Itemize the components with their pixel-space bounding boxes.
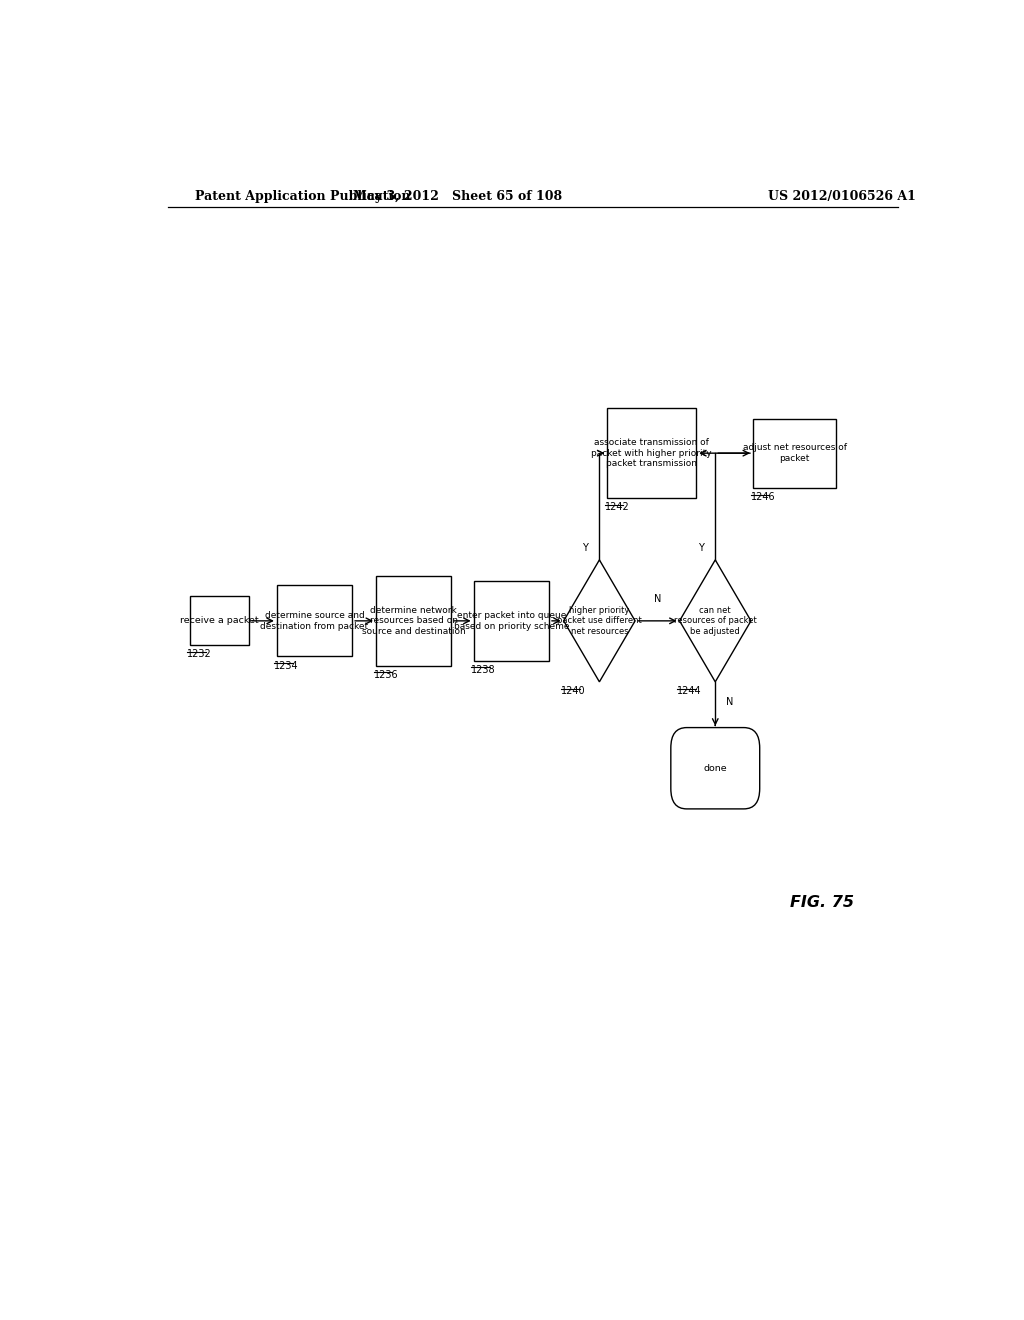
Text: receive a packet: receive a packet [180,616,259,626]
Text: associate transmission of
packet with higher priority
packet transmission: associate transmission of packet with hi… [592,438,712,469]
FancyBboxPatch shape [753,418,837,487]
Text: N: N [726,697,733,708]
Text: Y: Y [698,543,703,553]
FancyBboxPatch shape [276,585,352,656]
Text: adjust net resources of
packet: adjust net resources of packet [742,444,847,463]
Text: May 3, 2012   Sheet 65 of 108: May 3, 2012 Sheet 65 of 108 [353,190,562,202]
Text: 1238: 1238 [471,664,496,675]
Text: 1232: 1232 [187,649,212,659]
Text: 1236: 1236 [374,669,398,680]
Text: done: done [703,764,727,772]
Text: determine source and
destination from packet: determine source and destination from pa… [260,611,369,631]
FancyBboxPatch shape [376,576,452,665]
Text: 1242: 1242 [605,502,630,512]
Text: Y: Y [583,543,588,553]
Text: determine network
resources based on
source and destination: determine network resources based on sou… [361,606,466,636]
Text: N: N [653,594,662,603]
Polygon shape [563,560,635,682]
Text: 1246: 1246 [751,492,775,502]
Text: can net
resources of packet
be adjusted: can net resources of packet be adjusted [674,606,757,636]
Text: 1240: 1240 [561,686,586,696]
Text: Patent Application Publication: Patent Application Publication [196,190,411,202]
FancyBboxPatch shape [189,597,249,645]
Text: higher priority
packet use different
net resources: higher priority packet use different net… [557,606,642,636]
FancyBboxPatch shape [671,727,760,809]
FancyBboxPatch shape [607,408,696,498]
Text: 1244: 1244 [677,686,701,696]
Text: enter packet into queue
based on priority scheme: enter packet into queue based on priorit… [454,611,569,631]
FancyBboxPatch shape [474,581,549,660]
Text: FIG. 75: FIG. 75 [791,895,854,909]
Text: US 2012/0106526 A1: US 2012/0106526 A1 [768,190,916,202]
Polygon shape [680,560,751,682]
Text: 1234: 1234 [274,660,299,671]
